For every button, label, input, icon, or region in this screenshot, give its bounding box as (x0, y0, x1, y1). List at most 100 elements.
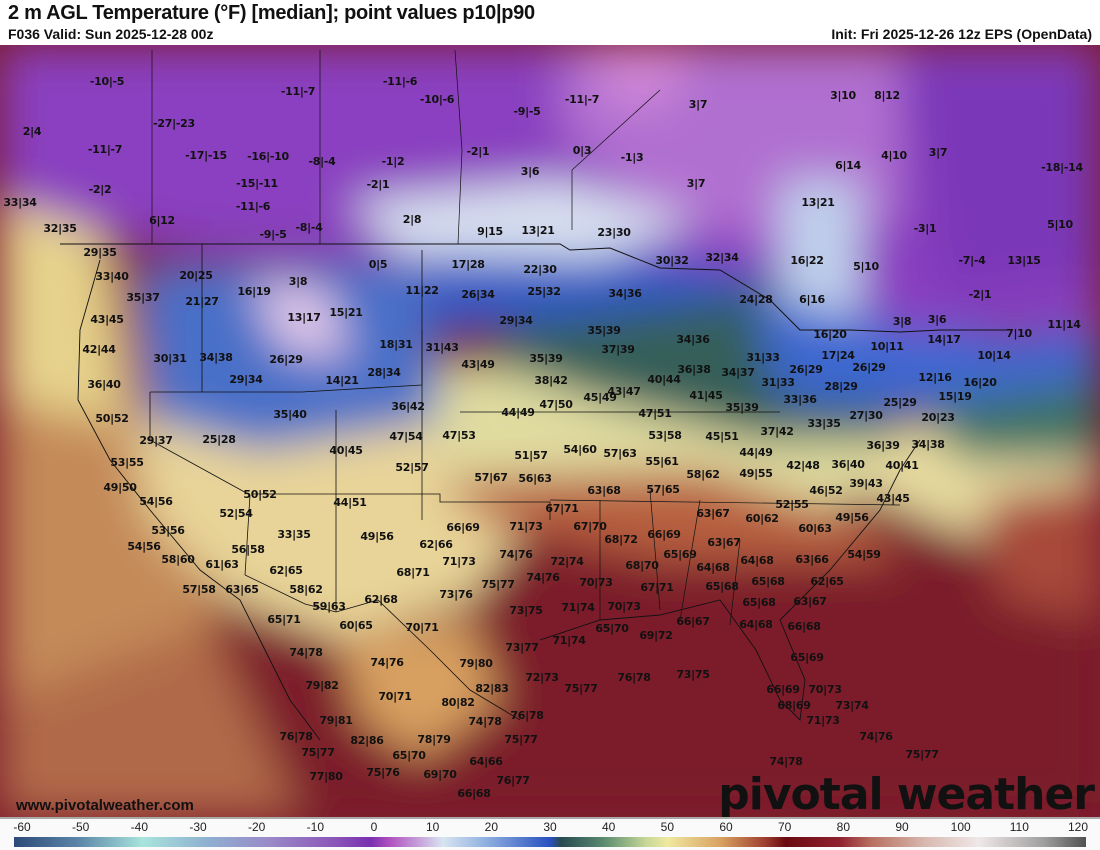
point-value-label: 30|32 (655, 254, 689, 267)
point-value-label: 14|21 (325, 374, 359, 387)
point-value-label: 60|62 (745, 512, 779, 525)
colorbar-tick-label: 0 (370, 820, 378, 834)
point-value-label: 0|5 (368, 258, 388, 271)
point-value-label: 13|21 (801, 196, 835, 209)
point-value-label: 71|73 (509, 520, 543, 533)
point-value-label: 60|63 (798, 522, 832, 535)
point-value-label: 16|19 (237, 285, 271, 298)
site-url[interactable]: www.pivotalweather.com (16, 797, 194, 814)
point-value-label: 64|66 (469, 755, 503, 768)
point-value-label: 54|56 (127, 540, 161, 553)
point-value-label: 26|34 (461, 288, 495, 301)
point-value-label: 70|71 (405, 621, 439, 634)
point-value-label: 57|58 (182, 583, 216, 596)
point-value-label: 65|69 (790, 651, 824, 664)
point-value-label: 27|30 (849, 409, 883, 422)
temperature-map[interactable]: -10|-5 -11|-7 -11|-6 -10|-6 -9|-5 -11|-7 3|7 3|… (0, 45, 1100, 817)
point-value-label: -9|-5 (513, 105, 541, 118)
point-value-label: 56|63 (518, 472, 552, 485)
point-value-label: 28|34 (367, 366, 401, 379)
colorbar-tick-label: -50 (71, 820, 90, 834)
point-value-label: 3|7 (928, 146, 948, 159)
point-value-label: 35|37 (126, 291, 160, 304)
point-value-label: 8|12 (874, 89, 900, 102)
point-value-label: 64|68 (740, 554, 774, 567)
point-value-label: 3|8 (288, 275, 308, 288)
point-value-label: 52|57 (395, 461, 429, 474)
point-value-label: 82|83 (475, 682, 509, 695)
point-value-label: 63|66 (795, 553, 829, 566)
point-value-label: 26|29 (269, 353, 303, 366)
colorbar-tick-label: -60 (13, 820, 31, 834)
point-value-label: -18|-14 (1041, 161, 1083, 174)
point-value-label: 69|70 (423, 768, 457, 781)
point-value-label: 65|68 (751, 575, 785, 588)
point-value-label: 13|21 (521, 224, 555, 237)
point-value-label: 61|63 (205, 558, 239, 571)
point-value-label: 53|58 (648, 429, 682, 442)
point-value-label: 78|79 (417, 733, 451, 746)
point-value-label: 14|17 (927, 333, 961, 346)
point-value-label: 67|71 (640, 581, 674, 594)
point-value-label: 44|51 (333, 496, 367, 509)
colorbar-tick-label: 120 (1067, 820, 1089, 834)
point-value-label: 47|54 (389, 430, 423, 443)
point-value-label: 36|38 (677, 363, 711, 376)
pivotal-weather-logo: pivotal weather (718, 769, 1095, 817)
point-value-label: 73|74 (835, 699, 869, 712)
point-value-label: -9|-5 (259, 228, 287, 241)
point-value-label: 40|44 (647, 373, 681, 386)
colorbar-tick-label: 70 (777, 820, 792, 834)
map-title: 2 m AGL Temperature (°F) [median]; point… (8, 2, 535, 24)
colorbar-tick-label: -10 (306, 820, 324, 834)
point-value-label: 63|67 (793, 595, 827, 608)
point-value-label: 65|70 (392, 749, 426, 762)
point-value-label: 29|37 (139, 434, 173, 447)
point-value-label: 36|42 (391, 400, 425, 413)
point-value-label: 64|68 (696, 561, 730, 574)
point-value-label: 54|59 (847, 548, 881, 561)
point-value-label: 17|24 (821, 349, 855, 362)
point-value-label: 74|78 (769, 755, 803, 768)
valid-time: F036 Valid: Sun 2025-12-28 00z (8, 26, 214, 42)
point-value-label: 66|69 (766, 683, 800, 696)
colorbar-tick-label: -40 (130, 820, 148, 834)
point-value-label: 6|14 (835, 159, 861, 172)
point-value-label: 71|73 (442, 555, 476, 568)
point-value-label: -8|-4 (295, 221, 323, 234)
point-value-label: 58|62 (686, 468, 720, 481)
init-time: Init: Fri 2025-12-26 12z EPS (OpenData) (831, 26, 1092, 42)
point-value-label: 2|8 (402, 213, 422, 226)
colorbar-tick-label: 10 (425, 820, 440, 834)
point-value-label: 63|67 (696, 507, 730, 520)
borders (60, 49, 1010, 741)
point-value-label: 65|68 (742, 596, 776, 609)
point-value-label: 56|58 (231, 543, 265, 556)
colorbar-tick-label: 50 (660, 820, 675, 834)
point-value-label: 16|22 (790, 254, 824, 267)
point-value-label: -27|-23 (153, 117, 195, 130)
point-value-label: -11|-7 (564, 93, 600, 106)
point-value-label: 29|35 (83, 246, 117, 259)
point-value-label: 73|76 (439, 588, 473, 601)
point-value-label: 49|56 (360, 530, 394, 543)
point-value-label: 3|10 (830, 89, 856, 102)
point-value-label: 58|62 (289, 583, 323, 596)
point-value-label: 79|81 (319, 714, 353, 727)
point-value-label: 36|40 (831, 458, 865, 471)
point-value-label: -1|2 (381, 155, 405, 168)
point-value-label: -15|-11 (236, 177, 278, 190)
point-value-label: 33|35 (807, 417, 841, 430)
point-value-label: 63|68 (587, 484, 621, 497)
point-value-label: 18|31 (379, 338, 413, 351)
point-value-label: 41|45 (689, 389, 723, 402)
colorbar-tick-label: 20 (484, 820, 499, 834)
point-value-label: 65|70 (595, 622, 629, 635)
point-value-label: 79|82 (305, 679, 339, 692)
point-value-label: 54|60 (563, 443, 597, 456)
point-value-label: 26|29 (852, 361, 886, 374)
point-value-label: 71|73 (806, 714, 840, 727)
colorbar: -60 -50 -40 -30 -20 -10 0 10 20 30 40 50 60 70 80 90 100… (0, 817, 1100, 850)
point-value-label: 62|66 (419, 538, 453, 551)
point-value-label: 33|40 (95, 270, 129, 283)
